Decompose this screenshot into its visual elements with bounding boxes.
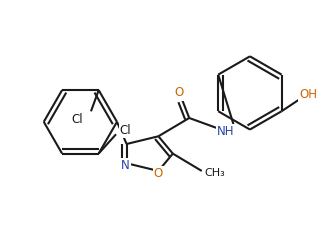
Text: N: N — [121, 159, 130, 172]
Text: OH: OH — [300, 88, 318, 101]
Text: O: O — [154, 167, 163, 180]
Text: NH: NH — [217, 125, 235, 138]
Text: Cl: Cl — [120, 124, 131, 137]
Text: CH₃: CH₃ — [205, 168, 225, 178]
Text: O: O — [174, 86, 183, 99]
Text: Cl: Cl — [72, 113, 83, 125]
